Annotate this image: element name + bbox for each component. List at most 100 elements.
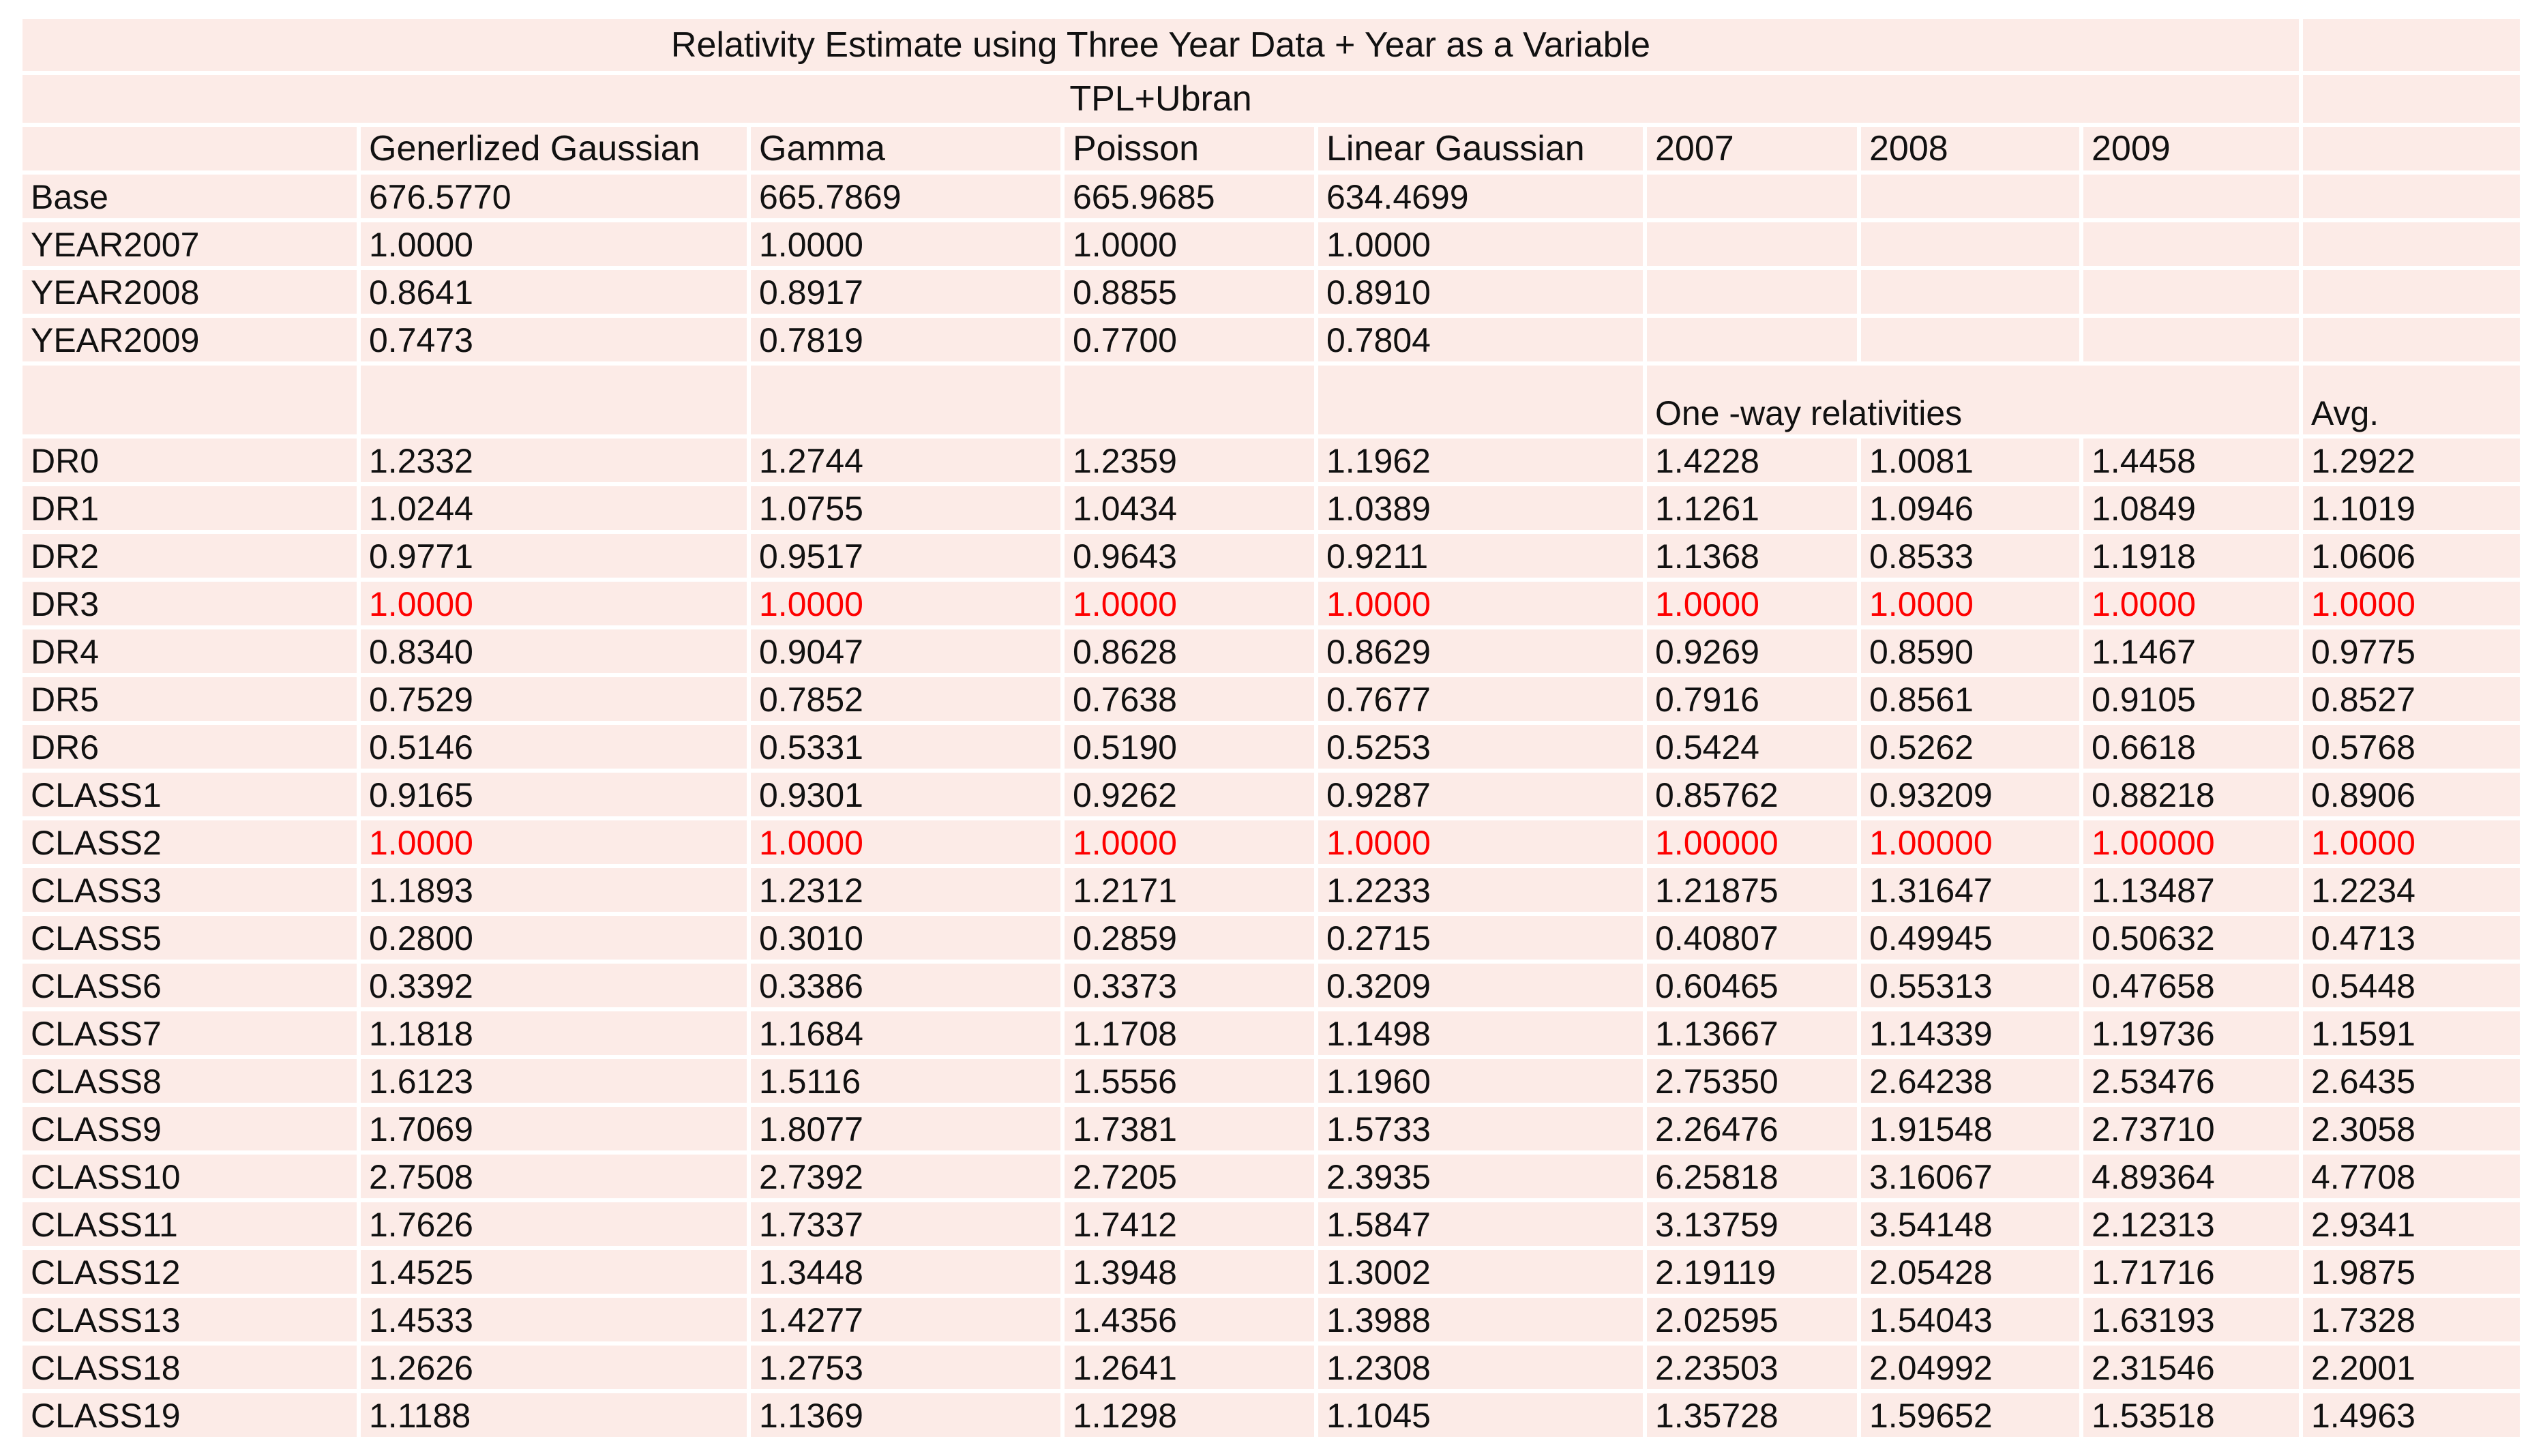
value-cell: 0.8629 <box>1318 629 1643 673</box>
value-cell: 0.8590 <box>1861 629 2079 673</box>
value-cell: 1.2332 <box>361 439 747 482</box>
row-label-cell: CLASS18 <box>23 1346 357 1389</box>
value-cell: 2.12313 <box>2083 1202 2299 1246</box>
value-cell: 2.6435 <box>2303 1059 2520 1103</box>
value-cell: 2.53476 <box>2083 1059 2299 1103</box>
value-cell: 1.5733 <box>1318 1107 1643 1150</box>
row-label-cell: DR2 <box>23 534 357 578</box>
relativity-table: Relativity Estimate using Three Year Dat… <box>18 15 2524 1441</box>
value-cell: 665.9685 <box>1065 175 1314 218</box>
value-cell: 1.54043 <box>1861 1298 2079 1341</box>
value-cell: 1.2234 <box>2303 868 2520 912</box>
value-cell: 1.0000 <box>1318 820 1643 864</box>
value-cell: 1.71716 <box>2083 1250 2299 1294</box>
value-cell: 665.7869 <box>751 175 1060 218</box>
value-cell: 0.7819 <box>751 318 1060 361</box>
value-cell: 0.7529 <box>361 677 747 721</box>
table-row: CLASS2 1.0000 1.0000 1.0000 1.0000 1.00000 1.0… <box>23 820 2520 864</box>
value-cell: 3.13759 <box>1647 1202 1857 1246</box>
value-cell: 1.4356 <box>1065 1298 1314 1341</box>
value-cell: 0.5424 <box>1647 725 1857 769</box>
value-cell: 1.2233 <box>1318 868 1643 912</box>
value-cell: 0.9771 <box>361 534 747 578</box>
column-header-cell: Linear Gaussian <box>1318 127 1643 170</box>
value-cell: 1.0606 <box>2303 534 2520 578</box>
value-cell: 0.2859 <box>1065 916 1314 960</box>
row-label-cell: CLASS7 <box>23 1011 357 1055</box>
column-header-cell: Poisson <box>1065 127 1314 170</box>
table-row: CLASS1 0.9165 0.9301 0.9262 0.9287 0.85762 0.9… <box>23 773 2520 816</box>
row-label-cell: CLASS9 <box>23 1107 357 1150</box>
value-cell: 1.3948 <box>1065 1250 1314 1294</box>
value-cell: 0.55313 <box>1861 964 2079 1007</box>
value-cell: 634.4699 <box>1318 175 1643 218</box>
table-row: CLASS9 1.7069 1.8077 1.7381 1.5733 2.26476 1.9… <box>23 1107 2520 1150</box>
row-label-cell: CLASS12 <box>23 1250 357 1294</box>
value-cell: 0.8917 <box>751 270 1060 314</box>
value-cell: 1.2744 <box>751 439 1060 482</box>
empty-cell <box>1647 270 1857 314</box>
value-cell: 1.0000 <box>1065 222 1314 266</box>
value-cell: 2.3058 <box>2303 1107 2520 1150</box>
row-label-cell: YEAR2009 <box>23 318 357 361</box>
value-cell: 1.4277 <box>751 1298 1060 1341</box>
row-label-cell: YEAR2008 <box>23 270 357 314</box>
value-cell: 2.04992 <box>1861 1346 2079 1389</box>
table-row: TPL+Ubran <box>23 75 2520 123</box>
value-cell: 0.8561 <box>1861 677 2079 721</box>
value-cell: 1.91548 <box>1861 1107 2079 1150</box>
value-cell: 0.8906 <box>2303 773 2520 816</box>
value-cell: 1.1591 <box>2303 1011 2520 1055</box>
value-cell: 0.9105 <box>2083 677 2299 721</box>
value-cell: 1.9875 <box>2303 1250 2520 1294</box>
row-label-cell: CLASS3 <box>23 868 357 912</box>
value-cell: 0.60465 <box>1647 964 1857 1007</box>
value-cell: 1.1019 <box>2303 486 2520 530</box>
value-cell: 0.7677 <box>1318 677 1643 721</box>
row-label-cell: DR3 <box>23 582 357 625</box>
value-cell: 0.9287 <box>1318 773 1643 816</box>
value-cell: 0.93209 <box>1861 773 2079 816</box>
empty-cell <box>2303 270 2520 314</box>
empty-cell <box>1647 175 1857 218</box>
value-cell: 0.8628 <box>1065 629 1314 673</box>
value-cell: 1.1498 <box>1318 1011 1643 1055</box>
value-cell: 1.14339 <box>1861 1011 2079 1055</box>
value-cell: 1.59652 <box>1861 1393 2079 1437</box>
value-cell: 1.2171 <box>1065 868 1314 912</box>
value-cell: 1.0000 <box>2303 820 2520 864</box>
empty-cell <box>2083 318 2299 361</box>
section-header-row: One -way relativities Avg. <box>23 366 2520 434</box>
table-row: YEAR2008 0.8641 0.8917 0.8855 0.8910 <box>23 270 2520 314</box>
empty-cell <box>1861 270 2079 314</box>
table-subtitle: TPL+Ubran <box>23 75 2299 123</box>
value-cell: 2.75350 <box>1647 1059 1857 1103</box>
table-row: DR2 0.9771 0.9517 0.9643 0.9211 1.1368 0.8533 1… <box>23 534 2520 578</box>
value-cell: 0.7804 <box>1318 318 1643 361</box>
empty-cell <box>751 366 1060 434</box>
value-cell: 0.7852 <box>751 677 1060 721</box>
value-cell: 0.5768 <box>2303 725 2520 769</box>
value-cell: 0.5262 <box>1861 725 2079 769</box>
value-cell: 1.0244 <box>361 486 747 530</box>
empty-cell <box>1647 318 1857 361</box>
value-cell: 2.9341 <box>2303 1202 2520 1246</box>
value-cell: 2.3935 <box>1318 1155 1643 1198</box>
table-row: CLASS11 1.7626 1.7337 1.7412 1.5847 3.13759 3.… <box>23 1202 2520 1246</box>
value-cell: 1.31647 <box>1861 868 2079 912</box>
value-cell: 4.7708 <box>2303 1155 2520 1198</box>
value-cell: 1.3448 <box>751 1250 1060 1294</box>
empty-cell <box>2303 127 2520 170</box>
value-cell: 1.2359 <box>1065 439 1314 482</box>
avg-column-label: Avg. <box>2303 366 2520 434</box>
empty-cell <box>1861 175 2079 218</box>
value-cell: 1.8077 <box>751 1107 1060 1150</box>
value-cell: 3.54148 <box>1861 1202 2079 1246</box>
table-row: DR0 1.2332 1.2744 1.2359 1.1962 1.4228 1.0081 1… <box>23 439 2520 482</box>
value-cell: 1.0000 <box>361 820 747 864</box>
value-cell: 0.5448 <box>2303 964 2520 1007</box>
value-cell: 0.9517 <box>751 534 1060 578</box>
empty-cell <box>1318 366 1643 434</box>
value-cell: 2.7508 <box>361 1155 747 1198</box>
value-cell: 1.1368 <box>1647 534 1857 578</box>
